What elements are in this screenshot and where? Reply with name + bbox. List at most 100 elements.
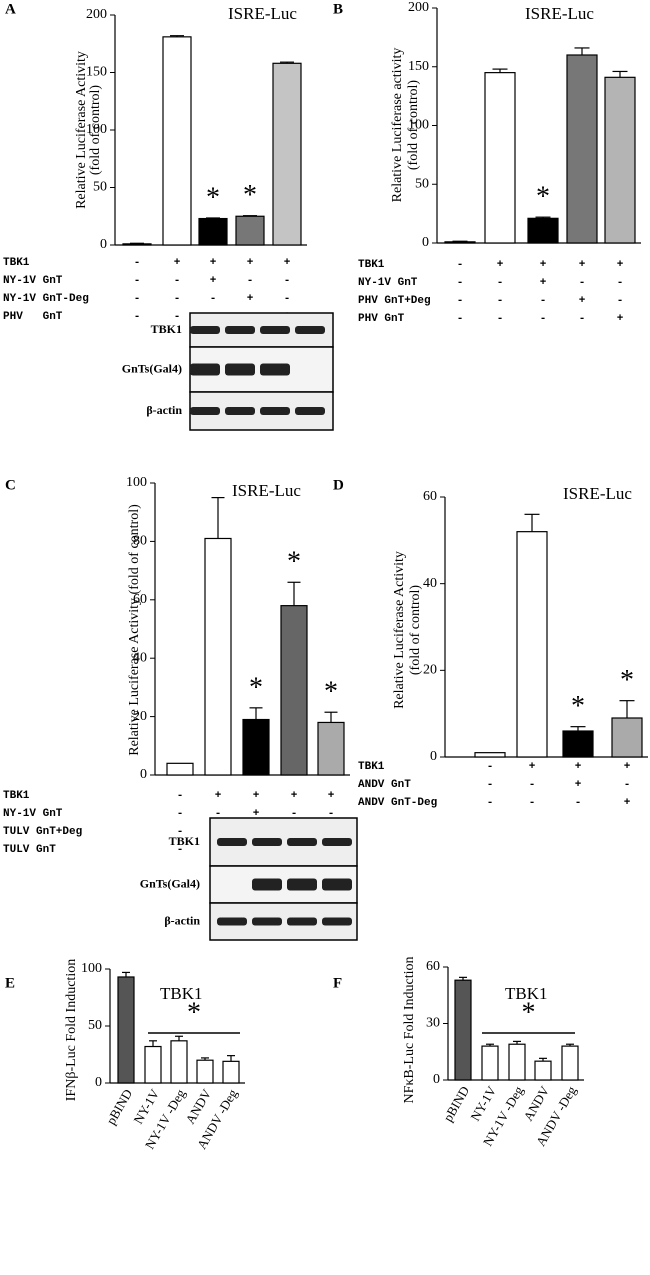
condition-label: TULV GnT+Deg (3, 826, 82, 838)
blot-label: TBK1 (169, 834, 200, 848)
significance-mark: * (249, 672, 263, 703)
condition-mark: + (210, 275, 217, 287)
condition-mark: + (253, 790, 260, 802)
condition-mark: + (624, 761, 631, 773)
condition-mark: + (291, 790, 298, 802)
significance-mark: * (620, 665, 634, 696)
y-tick-label: 200 (408, 0, 429, 15)
condition-mark: - (291, 808, 298, 820)
y-tick-label: 20 (423, 663, 437, 678)
bar (166, 762, 194, 776)
blot-band (252, 878, 282, 891)
y-tick-label: 0 (433, 1072, 440, 1087)
blot-band (287, 878, 317, 891)
bar (474, 752, 506, 758)
y-axis-label: (fold of control) (408, 585, 423, 676)
y-tick-label: 100 (81, 961, 102, 976)
condition-mark: - (215, 808, 222, 820)
y-tick-label: 40 (133, 650, 147, 665)
blot-band (252, 838, 282, 846)
bar (562, 730, 594, 758)
y-tick-label: 40 (423, 576, 437, 591)
y-axis-label: IFNβ-Luc Fold Induction (64, 959, 79, 1101)
y-axis-label: Relative Luciferase activity (390, 48, 405, 203)
condition-mark: - (134, 293, 141, 305)
bar (534, 1060, 552, 1081)
condition-label: TBK1 (3, 790, 30, 802)
blot-band (260, 407, 290, 415)
condition-mark: - (247, 275, 254, 287)
blot-band (295, 326, 325, 334)
bar (527, 217, 559, 244)
bar (481, 1045, 499, 1081)
bar (508, 1043, 526, 1081)
bar (566, 54, 598, 244)
condition-mark: - (624, 779, 631, 791)
bar (222, 1060, 240, 1084)
condition-mark: + (575, 761, 582, 773)
x-tick-label: pBIND (103, 1086, 135, 1127)
blot-label: β-actin (146, 403, 182, 417)
bar (196, 1059, 214, 1084)
bar (516, 531, 548, 758)
y-tick-label: 0 (140, 767, 147, 782)
condition-mark: - (174, 293, 181, 305)
y-tick-label: 60 (423, 489, 437, 504)
y-tick-label: 60 (133, 592, 147, 607)
panel-letter: B (333, 1, 343, 17)
condition-mark: - (134, 275, 141, 287)
blot-band (225, 407, 255, 415)
bar (272, 62, 302, 246)
condition-mark: + (328, 790, 335, 802)
condition-mark: - (529, 797, 536, 809)
y-axis-label: Relative Luciferase Activity (392, 551, 407, 709)
condition-label: TULV GnT (3, 844, 56, 856)
condition-mark: - (284, 293, 291, 305)
chart-title: ISRE-Luc (232, 481, 301, 500)
condition-label: TBK1 (3, 257, 30, 269)
condition-mark: - (487, 797, 494, 809)
bar (242, 718, 270, 776)
condition-mark: - (177, 790, 184, 802)
blot-band (190, 326, 220, 334)
y-axis-label: (fold of control) (406, 80, 421, 171)
chart-title: TBK1 (505, 984, 548, 1003)
condition-mark: - (177, 826, 184, 838)
condition-mark: + (540, 277, 547, 289)
bar (162, 36, 192, 246)
y-tick-label: 100 (86, 122, 107, 137)
blot-band (322, 878, 352, 891)
condition-label: PHV GnT (358, 313, 405, 325)
condition-label: PHV GnT (3, 311, 63, 323)
condition-label: TBK1 (358, 259, 385, 271)
chart-title: ISRE-Luc (563, 484, 632, 503)
blot-label: β-actin (164, 913, 200, 927)
y-tick-label: 150 (408, 59, 429, 74)
condition-mark: + (247, 293, 254, 305)
condition-label: PHV GnT+Deg (358, 295, 431, 307)
condition-mark: + (210, 257, 217, 269)
condition-mark: - (134, 257, 141, 269)
bar (198, 217, 228, 246)
panel-letter: D (333, 477, 344, 493)
y-axis-label: Relative Luciferase Activity (74, 51, 89, 209)
y-tick-label: 50 (415, 176, 429, 191)
bar (204, 537, 232, 776)
condition-mark: - (328, 808, 335, 820)
condition-mark: + (540, 259, 547, 271)
significance-mark: * (522, 997, 536, 1028)
condition-mark: + (497, 259, 504, 271)
bar (170, 1040, 188, 1084)
bar (280, 605, 308, 776)
y-tick-label: 0 (430, 749, 437, 764)
y-tick-label: 0 (100, 237, 107, 252)
y-tick-label: 30 (426, 1016, 440, 1031)
x-tick-label: pBIND (440, 1083, 472, 1124)
panel-letter: F (333, 975, 342, 991)
condition-label: NY-1V GnT (3, 275, 63, 287)
y-tick-label: 100 (408, 118, 429, 133)
condition-mark: + (617, 313, 624, 325)
bar (611, 717, 643, 758)
bar (317, 721, 345, 776)
significance-mark: * (324, 677, 338, 708)
